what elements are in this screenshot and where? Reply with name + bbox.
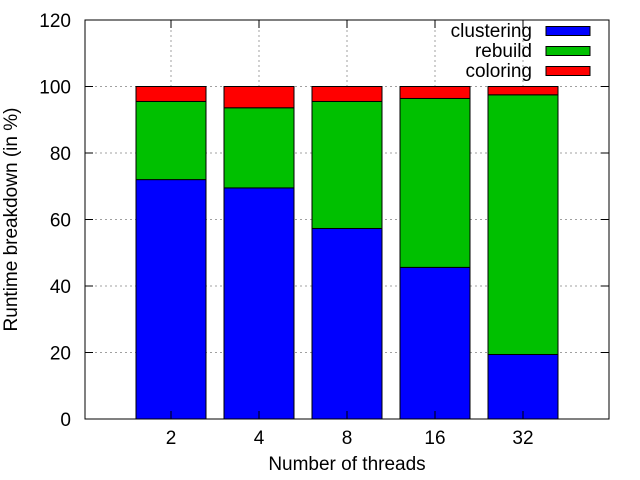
- bar-stacks: [135, 86, 559, 420]
- legend-swatch-coloring: [545, 66, 591, 76]
- y-tick-label: 0: [60, 410, 71, 431]
- x-tick-label: 8: [342, 428, 353, 449]
- y-axis-ticks: 0 20 40 60 80 100 120: [39, 11, 609, 431]
- bar-segment-rebuild: [311, 100, 383, 229]
- bar-segment-rebuild: [399, 97, 471, 268]
- y-tick-label: 60: [50, 211, 71, 232]
- x-tick-label: 2: [166, 428, 177, 449]
- bar-segment-clustering: [487, 353, 559, 420]
- bar-segment-clustering: [311, 227, 383, 420]
- y-tick-label: 40: [50, 277, 71, 298]
- bar-segment-coloring: [311, 86, 383, 102]
- bar-segment-rebuild: [487, 94, 559, 355]
- x-axis-label: Number of threads: [268, 454, 425, 475]
- y-tick-label: 100: [39, 78, 71, 99]
- y-axis-label: Runtime breakdown (in %): [1, 108, 22, 332]
- y-tick-label: 20: [50, 344, 71, 365]
- bar-segment-rebuild: [223, 107, 295, 189]
- y-tick-label: 80: [50, 144, 71, 165]
- legend-label-rebuild: rebuild: [475, 41, 532, 62]
- bar-segment-coloring: [487, 86, 559, 96]
- bar-segment-clustering: [223, 187, 295, 420]
- bar-segment-clustering: [399, 266, 471, 420]
- bar-segment-coloring: [223, 86, 295, 109]
- bar-segment-coloring: [135, 86, 207, 102]
- x-tick-label: 32: [512, 428, 533, 449]
- x-tick-label: 16: [424, 428, 445, 449]
- legend-swatch-clustering: [545, 26, 591, 36]
- legend-swatch-rebuild: [545, 46, 591, 56]
- x-tick-label: 4: [254, 428, 265, 449]
- bar-segment-coloring: [399, 86, 471, 99]
- legend-label-clustering: clustering: [451, 21, 532, 42]
- bar-segment-clustering: [135, 179, 207, 420]
- legend-label-coloring: coloring: [465, 61, 532, 82]
- x-axis-ticks: 2 4 8 16 32: [166, 20, 534, 449]
- bar-segment-rebuild: [135, 100, 207, 181]
- y-tick-label: 120: [39, 11, 71, 32]
